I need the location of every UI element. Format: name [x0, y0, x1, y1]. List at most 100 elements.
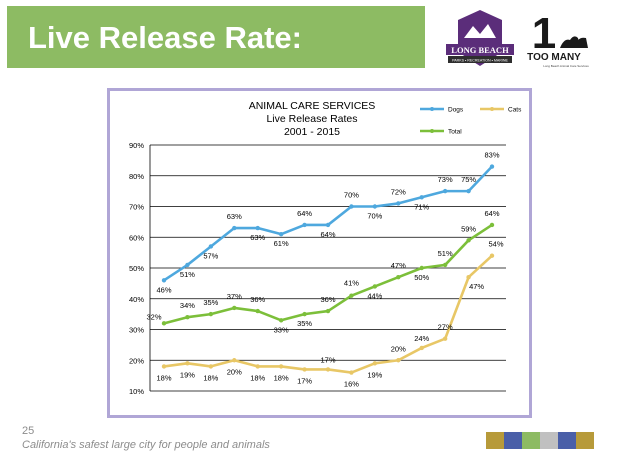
- data-label-cats: 20%: [391, 344, 406, 353]
- color-swatch: [522, 432, 540, 449]
- chart-grid: [150, 144, 506, 392]
- legend-marker-dogs: [430, 107, 434, 111]
- data-point-total: [232, 305, 237, 311]
- data-label-total: 36%: [250, 295, 265, 304]
- data-point-cats: [232, 358, 237, 363]
- data-point-dogs: [325, 222, 331, 228]
- data-point-dogs: [396, 201, 401, 206]
- data-point-cats: [466, 275, 471, 280]
- data-point-dogs: [232, 225, 237, 231]
- data-point-total: [302, 311, 307, 317]
- data-point-total: [255, 308, 260, 314]
- long-beach-logo: LONG BEACH PARKS • RECREATION • MARINE: [446, 10, 514, 66]
- data-label-total: 35%: [297, 319, 312, 328]
- data-point-dogs: [161, 278, 167, 283]
- data-label-cats: 54%: [488, 240, 503, 249]
- data-point-cats: [419, 345, 424, 351]
- one-too-many-text: TOO MANY: [527, 52, 581, 63]
- y-tick-label: 10%: [129, 387, 144, 396]
- data-point-dogs: [278, 231, 284, 237]
- tagline: California's safest large city for peopl…: [22, 439, 270, 451]
- data-point-total: [185, 315, 190, 320]
- data-point-total: [466, 238, 471, 243]
- data-label-cats: 47%: [469, 282, 484, 291]
- data-label-total: 37%: [227, 292, 242, 301]
- data-label-cats: 19%: [367, 370, 382, 379]
- data-point-cats: [302, 367, 307, 372]
- data-point-cats: [349, 370, 354, 375]
- data-point-dogs: [489, 164, 495, 169]
- data-label-cats: 18%: [250, 373, 265, 382]
- color-swatch: [576, 432, 594, 449]
- legend-label-dogs: Dogs: [448, 107, 464, 114]
- data-point-total: [349, 293, 354, 298]
- color-swatch: [504, 432, 522, 449]
- data-label-cats: 18%: [274, 373, 289, 382]
- chart-series: 46% 51% 57% 63% 63% 61% 64% 64% 70% 70% 72% 71% 73% 7…: [146, 151, 503, 389]
- chart-title-line-2: Live Release Rates: [266, 113, 357, 125]
- data-label-total: 32%: [146, 312, 161, 321]
- chart-frame: ANIMAL CARE SERVICES Live Release Rates …: [107, 88, 532, 418]
- long-beach-logo-subtext: PARKS • RECREATION • MARINE: [452, 59, 508, 63]
- data-point-cats: [372, 361, 378, 366]
- color-swatch: [486, 432, 504, 449]
- data-point-cats: [208, 364, 214, 369]
- data-label-total: 35%: [203, 298, 218, 307]
- data-label-dogs: 83%: [484, 151, 499, 160]
- data-label-cats: 20%: [227, 367, 242, 376]
- long-beach-logo-text: LONG BEACH: [451, 45, 509, 55]
- data-point-cats: [185, 361, 190, 366]
- one-too-many-logo: 1 TOO MANY Long Beach Animal Care Servic…: [527, 9, 589, 68]
- y-tick-label: 80%: [129, 172, 144, 181]
- data-point-cats: [396, 358, 401, 363]
- data-label-dogs: 73%: [438, 175, 453, 184]
- y-tick-label: 50%: [129, 264, 144, 273]
- data-label-total: 47%: [391, 261, 406, 270]
- data-label-total: 33%: [274, 325, 289, 334]
- chart-y-axis: 10% 20% 30% 40% 50% 60% 70% 80% 90%: [129, 141, 151, 396]
- y-tick-label: 30%: [129, 326, 144, 335]
- y-tick-label: 60%: [129, 233, 144, 242]
- data-label-total: 59%: [461, 224, 476, 233]
- data-point-total: [442, 262, 448, 268]
- data-label-cats: 18%: [156, 373, 171, 382]
- data-label-total: 51%: [438, 249, 453, 258]
- chart-title-line-3: 2001 - 2015: [284, 126, 340, 138]
- data-label-dogs: 61%: [274, 239, 289, 248]
- data-point-dogs: [372, 204, 378, 209]
- y-tick-label: 90%: [129, 141, 144, 150]
- data-point-total: [208, 311, 214, 317]
- y-tick-label: 20%: [129, 356, 144, 365]
- chart-title-line-1: ANIMAL CARE SERVICES: [249, 100, 376, 112]
- data-point-cats: [161, 364, 167, 369]
- data-point-total: [278, 318, 284, 323]
- data-point-cats: [255, 364, 260, 369]
- data-label-dogs: 72%: [391, 187, 406, 196]
- data-label-dogs: 46%: [156, 285, 171, 294]
- data-label-cats: 17%: [320, 355, 335, 364]
- data-point-cats: [325, 367, 331, 372]
- title-bar: Live Release Rate:: [7, 6, 425, 68]
- series-line-total: [163, 223, 493, 325]
- one-too-many-digit: 1: [532, 9, 556, 58]
- color-swatch: [558, 432, 576, 449]
- data-label-dogs: 57%: [203, 251, 218, 260]
- data-point-dogs: [185, 262, 190, 268]
- legend-marker-cats: [490, 107, 494, 111]
- data-label-dogs: 63%: [250, 233, 265, 242]
- data-label-cats: 24%: [414, 334, 429, 343]
- live-release-chart: ANIMAL CARE SERVICES Live Release Rates …: [129, 100, 522, 396]
- y-tick-label: 40%: [129, 295, 144, 304]
- data-point-total: [161, 321, 167, 326]
- data-label-dogs: 70%: [367, 212, 382, 221]
- data-label-total: 34%: [180, 301, 195, 310]
- data-label-total: 64%: [484, 209, 499, 218]
- data-point-dogs: [349, 204, 354, 209]
- data-point-total: [396, 275, 401, 280]
- legend-label-cats: Cats: [508, 107, 522, 114]
- data-label-cats: 17%: [297, 376, 312, 385]
- color-swatches: [486, 432, 594, 449]
- data-label-total: 44%: [367, 291, 382, 300]
- data-label-total: 36%: [320, 295, 335, 304]
- data-point-dogs: [442, 188, 448, 194]
